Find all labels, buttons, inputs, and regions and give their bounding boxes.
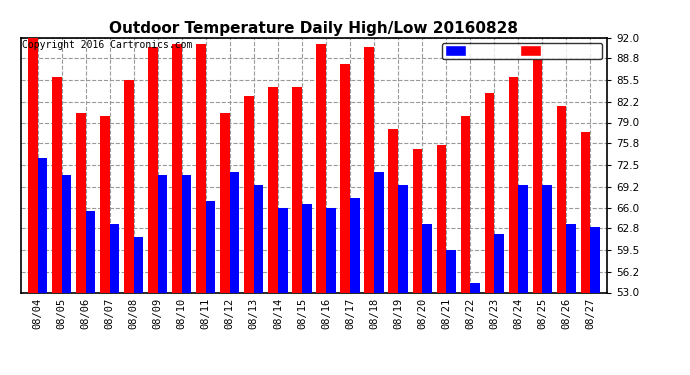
Bar [244, 96, 254, 292]
Bar [220, 113, 230, 292]
Bar [86, 211, 95, 292]
Bar [28, 38, 37, 292]
Bar [100, 116, 110, 292]
Bar [470, 283, 480, 292]
Bar [316, 44, 326, 292]
Bar [446, 250, 456, 292]
Bar [413, 148, 422, 292]
Bar [61, 175, 71, 292]
Bar [134, 237, 144, 292]
Bar [518, 184, 528, 292]
Bar [566, 224, 576, 292]
Bar [461, 116, 470, 292]
Bar [437, 146, 446, 292]
Bar [302, 204, 312, 292]
Bar [364, 47, 374, 292]
Bar [148, 47, 158, 292]
Text: Copyright 2016 Cartronics.com: Copyright 2016 Cartronics.com [22, 40, 193, 50]
Bar [124, 80, 134, 292]
Bar [374, 171, 384, 292]
Bar [388, 129, 398, 292]
Bar [350, 198, 359, 292]
Bar [340, 64, 350, 292]
Bar [581, 132, 591, 292]
Bar [422, 224, 432, 292]
Bar [206, 201, 215, 292]
Bar [172, 44, 181, 292]
Bar [158, 175, 168, 292]
Bar [293, 87, 302, 292]
Bar [509, 77, 518, 292]
Legend: Low  (°F), High  (°F): Low (°F), High (°F) [442, 43, 602, 59]
Bar [76, 113, 86, 292]
Bar [278, 207, 288, 292]
Bar [268, 87, 278, 292]
Bar [557, 106, 566, 292]
Bar [326, 207, 335, 292]
Bar [542, 184, 552, 292]
Bar [181, 175, 191, 292]
Bar [52, 77, 61, 292]
Bar [533, 60, 542, 292]
Bar [494, 234, 504, 292]
Bar [196, 44, 206, 292]
Bar [591, 227, 600, 292]
Bar [37, 159, 47, 292]
Bar [398, 184, 408, 292]
Bar [484, 93, 494, 292]
Bar [254, 184, 264, 292]
Title: Outdoor Temperature Daily High/Low 20160828: Outdoor Temperature Daily High/Low 20160… [110, 21, 518, 36]
Bar [230, 171, 239, 292]
Bar [110, 224, 119, 292]
